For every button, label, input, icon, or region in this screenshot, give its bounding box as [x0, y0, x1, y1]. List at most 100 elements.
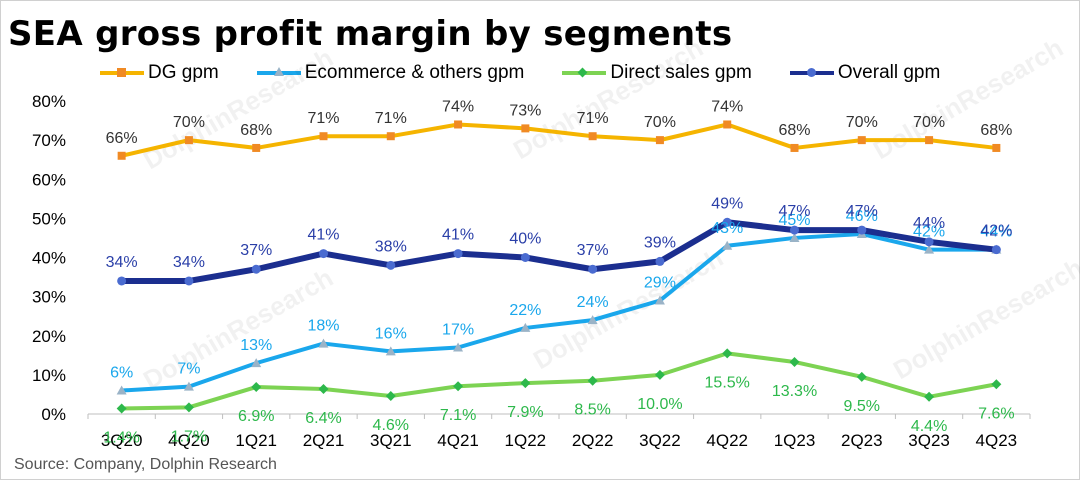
data-label-direct-sales: 4.4%: [911, 418, 947, 435]
data-label-ecommerce: 18%: [307, 318, 339, 335]
x-tick-label: 3Q22: [639, 431, 681, 450]
data-label-overall: 40%: [509, 231, 541, 248]
data-label-dg: 70%: [644, 114, 676, 131]
data-label-ecommerce: 29%: [644, 275, 676, 292]
point-overall: [453, 249, 463, 259]
y-tick-label: 40%: [32, 249, 66, 268]
data-label-overall: 38%: [375, 238, 407, 255]
point-ecommerce: [318, 338, 329, 348]
point-dg: [655, 136, 664, 145]
point-overall: [722, 217, 732, 227]
point-direct-sales: [722, 348, 733, 359]
point-dg: [723, 120, 732, 129]
data-label-ecommerce: 45%: [778, 212, 810, 229]
legend-label-ecommerce: Ecommerce & others gpm: [304, 62, 525, 83]
data-label-ecommerce: 24%: [577, 294, 609, 311]
data-label-overall: 44%: [913, 215, 945, 232]
data-label-overall: 34%: [173, 254, 205, 271]
series-line-overall: [118, 219, 1000, 284]
x-tick-label: 4Q21: [437, 431, 479, 450]
y-tick-label: 20%: [32, 327, 66, 346]
data-label-dg: 68%: [778, 122, 810, 139]
point-ecommerce: [587, 315, 598, 325]
point-dg: [588, 132, 597, 141]
point-overall: [520, 253, 530, 262]
data-label-dg: 66%: [106, 130, 138, 147]
data-label-dg: 74%: [711, 98, 743, 115]
data-label-overall: 37%: [240, 242, 272, 259]
data-label-ecommerce: 46%: [846, 208, 878, 225]
data-label-dg: 70%: [846, 114, 878, 131]
data-label-direct-sales: 7.9%: [507, 404, 543, 421]
point-ecommerce: [520, 322, 531, 332]
data-label-ecommerce: 13%: [240, 337, 272, 354]
data-label-ecommerce: 17%: [442, 321, 474, 338]
legend-swatch-overall: [789, 66, 834, 80]
data-label-ecommerce: 16%: [375, 325, 407, 342]
data-label-dg: 71%: [577, 110, 609, 127]
x-tick-label: 4Q20: [168, 431, 210, 450]
legend-label-overall: Overall gpm: [837, 62, 941, 83]
data-label-overall: 41%: [307, 227, 339, 244]
point-overall: [319, 249, 328, 259]
point-overall: [991, 245, 1001, 255]
x-tick-label: 1Q21: [235, 431, 277, 450]
point-dg: [319, 132, 328, 141]
point-dg: [521, 124, 530, 133]
point-ecommerce: [385, 346, 396, 356]
data-label-overall: 37%: [577, 242, 609, 259]
data-label-direct-sales: 15.5%: [705, 374, 750, 391]
point-ecommerce: [722, 240, 733, 250]
data-label-dg: 74%: [442, 98, 474, 115]
point-overall: [588, 264, 598, 274]
data-label-overall: 34%: [106, 254, 138, 271]
point-ecommerce: [453, 342, 464, 352]
x-tick-label: 3Q21: [370, 431, 412, 450]
point-dg: [386, 132, 395, 141]
y-tick-label: 80%: [32, 92, 66, 111]
data-label-overall: 47%: [846, 203, 878, 220]
data-label-dg: 73%: [509, 102, 541, 119]
legend-item-overall: Overall gpm: [789, 62, 941, 84]
point-overall: [790, 225, 799, 235]
data-label-overall: 39%: [644, 234, 676, 251]
legend-item-ecommerce: Ecommerce & others gpm: [256, 62, 525, 84]
point-direct-sales: [856, 371, 867, 382]
data-label-dg: 70%: [913, 114, 945, 131]
point-direct-sales: [520, 378, 531, 389]
data-label-dg: 68%: [240, 122, 272, 139]
data-label-direct-sales: 1.4%: [103, 430, 139, 447]
y-tick-label: 30%: [32, 288, 66, 307]
data-label-dg: 70%: [173, 114, 205, 131]
y-tick-label: 60%: [32, 170, 66, 189]
data-label-overall: 41%: [442, 227, 474, 244]
point-direct-sales: [251, 382, 262, 393]
point-dg: [252, 143, 261, 152]
point-direct-sales: [587, 375, 598, 386]
data-label-ecommerce: 6%: [110, 365, 133, 382]
legend: DG gpm Ecommerce & others gpm Direct sal…: [100, 62, 978, 84]
point-ecommerce: [251, 358, 262, 368]
data-label-direct-sales: 13.3%: [772, 383, 817, 400]
point-overall: [924, 237, 934, 247]
point-dg: [184, 136, 193, 145]
point-overall: [386, 260, 396, 270]
point-ecommerce: [789, 232, 800, 242]
source-note: Source: Company, Dolphin Research: [14, 456, 277, 473]
legend-swatch-direct-sales: [562, 66, 607, 80]
x-tick-label: 3Q23: [908, 431, 950, 450]
point-overall: [857, 225, 867, 235]
data-label-direct-sales: 9.5%: [844, 398, 880, 415]
series-line-direct-sales: [119, 351, 999, 411]
x-tick-label: 1Q22: [505, 431, 547, 450]
point-direct-sales: [116, 403, 127, 414]
data-label-overall: 49%: [711, 195, 743, 212]
series-line-ecommerce: [119, 232, 999, 393]
point-direct-sales: [924, 391, 935, 402]
x-tick-label: 2Q22: [572, 431, 614, 450]
point-direct-sales: [789, 356, 800, 367]
point-overall: [251, 264, 261, 274]
data-label-direct-sales: 7.1%: [440, 407, 476, 424]
data-label-ecommerce: 22%: [509, 302, 541, 319]
point-ecommerce: [654, 295, 665, 305]
